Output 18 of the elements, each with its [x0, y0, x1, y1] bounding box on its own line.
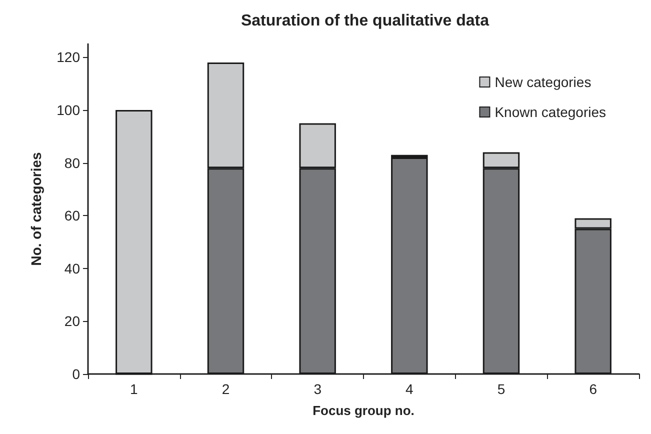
y-axis-title: No. of categories — [28, 152, 44, 266]
chart-title: Saturation of the qualitative data — [240, 12, 490, 30]
x-tick-label: 4 — [406, 381, 414, 397]
y-tick-label: 100 — [56, 102, 80, 118]
y-tick-label: 40 — [64, 260, 80, 276]
y-tick-label: 120 — [56, 49, 80, 66]
x-tick-label: 1 — [130, 381, 138, 397]
x-tick-label: 6 — [589, 381, 598, 397]
legend-label: New categories — [494, 74, 592, 90]
x-tick-label: 5 — [497, 381, 506, 397]
x-tick-label: 2 — [222, 381, 230, 397]
legend-label: Known categories — [494, 104, 606, 120]
y-tick-label: 0 — [72, 366, 80, 382]
x-axis-title: Focus group no. — [312, 403, 414, 418]
y-tick-label: 20 — [64, 313, 80, 330]
y-tick-label: 80 — [64, 154, 80, 171]
y-tick-label: 60 — [64, 208, 80, 224]
x-tick-label: 3 — [314, 381, 322, 397]
